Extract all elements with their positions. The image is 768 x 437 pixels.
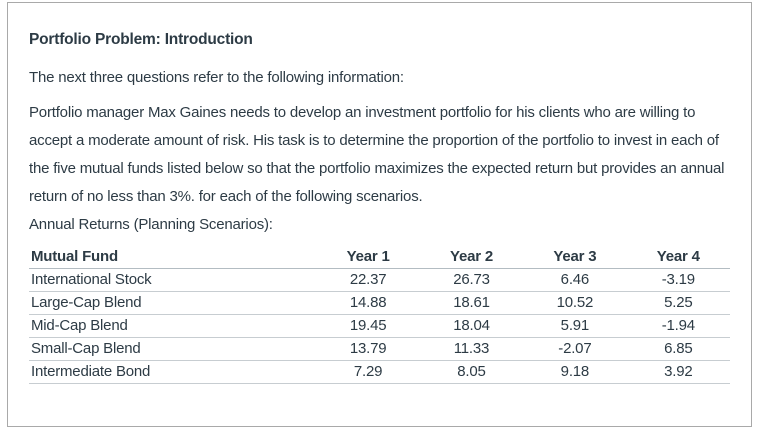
table-row: Intermediate Bond 7.29 8.05 9.18 3.92 — [29, 360, 730, 384]
table-row: Large-Cap Blend 14.88 18.61 10.52 5.25 — [29, 291, 730, 315]
return-value-cell: -1.94 — [626, 314, 730, 338]
return-value-cell: 14.88 — [316, 291, 420, 315]
question-panel: Portfolio Problem: Introduction The next… — [7, 2, 752, 427]
return-value-cell: 3.92 — [626, 360, 730, 384]
return-value-cell: 18.61 — [419, 291, 524, 315]
question-intro-text: The next three questions refer to the fo… — [29, 69, 404, 86]
fund-name-cell: Intermediate Bond — [29, 360, 317, 384]
return-value-cell: 7.29 — [316, 360, 420, 384]
column-header-year-3: Year 3 — [523, 245, 627, 269]
column-header-mutual-fund: Mutual Fund — [29, 245, 317, 269]
table-row: Mid-Cap Blend 19.45 18.04 5.91 -1.94 — [29, 314, 730, 338]
return-value-cell: 18.04 — [419, 314, 524, 338]
return-value-cell: 8.05 — [419, 360, 524, 384]
fund-name-cell: International Stock — [29, 268, 317, 292]
return-value-cell: -3.19 — [626, 268, 730, 292]
fund-name-cell: Large-Cap Blend — [29, 291, 317, 315]
table-caption: Annual Returns (Planning Scenarios): — [29, 216, 273, 233]
return-value-cell: 6.46 — [523, 268, 627, 292]
return-value-cell: 9.18 — [523, 360, 627, 384]
table-header-row: Mutual Fund Year 1 Year 2 Year 3 Year 4 — [29, 245, 730, 269]
return-value-cell: 5.25 — [626, 291, 730, 315]
table-row: Small-Cap Blend 13.79 11.33 -2.07 6.85 — [29, 337, 730, 361]
return-value-cell: 11.33 — [419, 337, 524, 361]
return-value-cell: 10.52 — [523, 291, 627, 315]
column-header-year-4: Year 4 — [626, 245, 730, 269]
return-value-cell: 26.73 — [419, 268, 524, 292]
fund-name-cell: Mid-Cap Blend — [29, 314, 317, 338]
question-description-text: Portfolio manager Max Gaines needs to de… — [29, 104, 725, 205]
return-value-cell: 19.45 — [316, 314, 420, 338]
column-header-year-1: Year 1 — [316, 245, 420, 269]
column-header-year-2: Year 2 — [419, 245, 524, 269]
return-value-cell: 6.85 — [626, 337, 730, 361]
fund-name-cell: Small-Cap Blend — [29, 337, 317, 361]
return-value-cell: 13.79 — [316, 337, 420, 361]
table-row: International Stock 22.37 26.73 6.46 -3.… — [29, 268, 730, 292]
return-value-cell: 22.37 — [316, 268, 420, 292]
return-value-cell: -2.07 — [523, 337, 627, 361]
return-value-cell: 5.91 — [523, 314, 627, 338]
question-title: Portfolio Problem: Introduction — [29, 31, 253, 48]
annual-returns-table: Mutual Fund Year 1 Year 2 Year 3 Year 4 … — [29, 245, 730, 384]
